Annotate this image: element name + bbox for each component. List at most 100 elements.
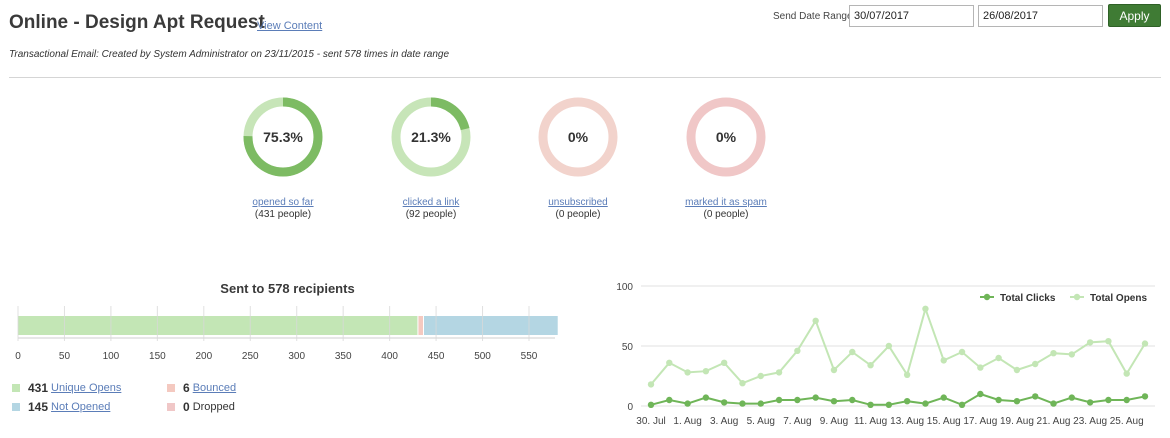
x-tick-label: 5. Aug bbox=[747, 416, 775, 427]
series-point bbox=[1086, 339, 1094, 346]
sent-tick-label: 350 bbox=[335, 351, 352, 362]
clicks-opens-line-chart: 0 50 100 30. Jul 1. Aug 3. Aug 5. Aug 7. Aug 9.… bbox=[616, 282, 1155, 427]
series-line bbox=[650, 392, 1146, 406]
y-tick-label: 0 bbox=[627, 402, 633, 413]
legend-swatch bbox=[12, 403, 20, 411]
series-point bbox=[995, 396, 1002, 404]
series-point bbox=[1013, 366, 1021, 374]
donut-arc bbox=[243, 97, 323, 177]
series-point bbox=[757, 372, 764, 380]
x-tick-label: 1. Aug bbox=[673, 416, 701, 427]
legend-not-opened: 145 Not Opened bbox=[12, 400, 110, 414]
series-point bbox=[1141, 393, 1149, 400]
series-point bbox=[757, 400, 764, 407]
legend-marker[interactable] bbox=[1073, 293, 1081, 301]
series-point bbox=[1068, 394, 1076, 401]
sent-tick-label: 0 bbox=[15, 351, 21, 362]
legend-unique-opens: 431 Unique Opens bbox=[12, 381, 121, 395]
sent-tick-label: 400 bbox=[381, 351, 398, 362]
series-point bbox=[720, 359, 728, 366]
series-point bbox=[1105, 396, 1112, 404]
stat-spam: 0% marked it as spam (0 people) bbox=[651, 94, 801, 220]
series-point bbox=[903, 398, 911, 405]
x-tick-label: 21. Aug bbox=[1037, 416, 1071, 427]
series-point bbox=[684, 369, 691, 376]
y-tick-label: 50 bbox=[622, 342, 634, 353]
marked-as-spam-link[interactable]: marked it as spam bbox=[685, 197, 767, 208]
series-point bbox=[702, 368, 710, 375]
sent-tick-label: 300 bbox=[288, 351, 305, 362]
x-tick-label: 25. Aug bbox=[1110, 416, 1144, 427]
send-date-range-label: Send Date Range: bbox=[773, 11, 856, 22]
series-point bbox=[812, 394, 819, 401]
sent-bar-segment bbox=[424, 316, 558, 335]
series-point bbox=[995, 354, 1002, 362]
x-tick-label: 30. Jul bbox=[636, 416, 665, 427]
opened-so-far-link[interactable]: opened so far bbox=[252, 197, 314, 208]
series-point bbox=[885, 342, 893, 350]
stat-clicked: 21.3% clicked a link (92 people) bbox=[356, 94, 506, 220]
legend-value: 145 bbox=[28, 400, 49, 414]
view-content-link[interactable]: View Content bbox=[257, 20, 323, 32]
series-point bbox=[775, 369, 783, 376]
legend-value: 431 bbox=[28, 381, 49, 395]
series-point bbox=[958, 401, 966, 408]
unique-opens-link[interactable]: Unique Opens bbox=[51, 382, 122, 394]
legend-marker[interactable] bbox=[983, 293, 991, 301]
series-point bbox=[1050, 400, 1057, 407]
unsubscribed-count: (0 people) bbox=[555, 209, 601, 220]
x-tick-label: 3. Aug bbox=[710, 416, 738, 427]
date-from-input[interactable] bbox=[849, 5, 974, 27]
legend-series-label[interactable]: Total Clicks bbox=[1000, 293, 1056, 304]
series-point bbox=[977, 390, 984, 398]
series-point bbox=[684, 400, 691, 407]
x-tick-label: 7. Aug bbox=[783, 416, 811, 427]
stat-opened: 75.3% opened so far (431 people) bbox=[208, 94, 358, 220]
apply-button[interactable]: Apply bbox=[1108, 4, 1161, 27]
series-point bbox=[647, 381, 655, 388]
series-point bbox=[885, 401, 893, 408]
x-tick-label: 23. Aug bbox=[1073, 416, 1107, 427]
series-point bbox=[1032, 360, 1039, 368]
legend-swatch bbox=[167, 384, 175, 392]
legend-series-label[interactable]: Total Opens bbox=[1090, 293, 1147, 304]
series-point bbox=[867, 362, 874, 369]
series-point bbox=[1032, 393, 1039, 400]
sent-tick-label: 100 bbox=[103, 351, 120, 362]
sent-bar-segment bbox=[418, 316, 424, 335]
series-line bbox=[650, 305, 1146, 386]
series-point bbox=[739, 400, 746, 407]
date-to-input[interactable] bbox=[978, 5, 1103, 27]
series-point bbox=[794, 396, 801, 404]
series-point bbox=[1050, 350, 1057, 357]
clicked-a-link-link[interactable]: clicked a link bbox=[402, 197, 460, 208]
sent-stacked-bar-chart: 0 50 100 150 200 250 300 350 400 450 500 550 bbox=[15, 306, 558, 362]
page-title: Online - Design Apt Request bbox=[9, 12, 265, 33]
donut-value: 0% bbox=[716, 129, 737, 145]
series-point bbox=[867, 401, 874, 408]
email-description: Transactional Email: Created by System A… bbox=[9, 49, 450, 60]
legend-value: 6 bbox=[183, 381, 190, 395]
series-point bbox=[1123, 370, 1130, 377]
spam-donut-chart: 0% bbox=[686, 97, 766, 177]
opened-donut-chart: 75.3% bbox=[243, 97, 323, 177]
series-point bbox=[849, 348, 856, 356]
unsubscribed-link[interactable]: unsubscribed bbox=[548, 197, 608, 208]
series-point bbox=[812, 317, 819, 324]
sent-tick-label: 150 bbox=[149, 351, 166, 362]
series-point bbox=[922, 305, 929, 312]
series-point bbox=[977, 364, 984, 371]
unsubscribed-donut-chart: 0% bbox=[538, 97, 618, 177]
spam-count: (0 people) bbox=[703, 209, 749, 220]
x-tick-label: 9. Aug bbox=[820, 416, 848, 427]
series-point bbox=[940, 357, 947, 364]
series-point bbox=[958, 348, 966, 356]
legend-swatch bbox=[167, 403, 175, 411]
donut-track bbox=[538, 97, 618, 177]
series-point bbox=[940, 394, 947, 401]
series-point bbox=[903, 371, 911, 378]
sent-tick-label: 50 bbox=[59, 351, 71, 362]
not-opened-link[interactable]: Not Opened bbox=[51, 401, 111, 413]
bounced-link[interactable]: Bounced bbox=[192, 382, 237, 394]
series-point bbox=[720, 399, 728, 406]
